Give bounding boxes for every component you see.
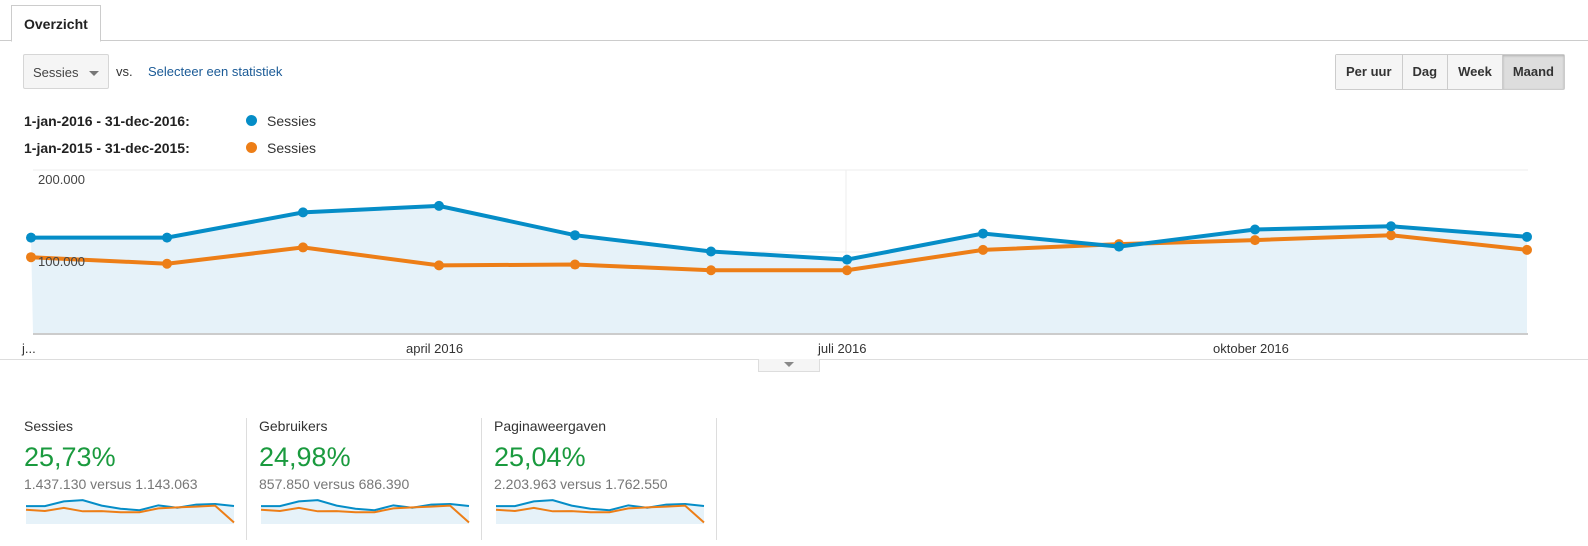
dag-button[interactable]: Dag: [1401, 55, 1448, 89]
data-point[interactable]: [298, 207, 308, 218]
vs-label: vs.: [116, 64, 133, 79]
maand-button[interactable]: Maand: [1501, 55, 1564, 89]
data-point[interactable]: [842, 254, 852, 265]
sparkline: [25, 499, 235, 524]
sparkline-series: [260, 504, 470, 524]
week-button[interactable]: Week: [1447, 55, 1502, 89]
divider: [819, 359, 1588, 360]
scorecard-compare: 1.437.130 versus 1.143.063: [24, 476, 198, 492]
scorecard-percent: 25,73%: [24, 442, 116, 472]
series-line: [31, 203, 1528, 262]
sessions-chart: 200.000 100.000 j... april 2016 juli 201…: [21, 169, 1532, 356]
scorecard-title: Gebruikers: [259, 418, 328, 434]
sparkline-series: [26, 499, 235, 512]
legend-label-2015: Sessies: [267, 140, 317, 156]
metric-select-value: Sessies: [33, 65, 79, 80]
data-point[interactable]: [706, 265, 716, 276]
x-tick-juli: juli 2016: [817, 341, 866, 356]
scorecard-percent: 25,04%: [494, 442, 586, 472]
data-point[interactable]: [162, 232, 172, 243]
scorecard-compare: 2.203.963 versus 1.762.550: [494, 476, 668, 492]
data-point[interactable]: [1522, 244, 1532, 255]
legend-range-2016: 1-jan-2016 - 31-dec-2016:: [24, 113, 190, 129]
data-point[interactable]: [26, 232, 36, 243]
data-point[interactable]: [978, 244, 988, 255]
data-point[interactable]: [162, 258, 172, 269]
divider: [481, 418, 482, 540]
chevron-down-icon: [784, 362, 794, 367]
data-point[interactable]: [978, 228, 988, 239]
sparkline: [260, 499, 470, 524]
scorecard-title: Sessies: [24, 418, 74, 434]
scorecard-gebruikers[interactable]: Gebruikers 24,98% 857.850 versus 686.390: [259, 418, 484, 538]
data-point[interactable]: [1386, 230, 1396, 241]
data-point[interactable]: [1522, 231, 1532, 242]
data-point[interactable]: [434, 260, 444, 271]
legend-label-2016: Sessies: [267, 113, 317, 129]
sparkline-series: [496, 499, 705, 512]
sparkline-series: [261, 499, 470, 512]
per-uur-button[interactable]: Per uur: [1336, 55, 1402, 89]
divider: [246, 418, 247, 540]
data-point[interactable]: [1386, 221, 1396, 232]
scorecard-sessies[interactable]: Sessies 25,73% 1.437.130 versus 1.143.063: [24, 418, 249, 538]
legend-dot-blue: [246, 115, 257, 126]
data-point[interactable]: [1250, 224, 1260, 235]
data-point[interactable]: [842, 265, 852, 276]
chevron-down-icon: [89, 71, 99, 76]
series-line: [30, 233, 1528, 273]
legend-range-2015: 1-jan-2015 - 31-dec-2015:: [24, 140, 190, 156]
data-point[interactable]: [706, 246, 716, 257]
data-point[interactable]: [1250, 235, 1260, 246]
data-point[interactable]: [434, 200, 444, 211]
data-point[interactable]: [570, 230, 580, 241]
granularity-buttons: Per uur Dag Week Maand: [1335, 54, 1565, 90]
metric-select[interactable]: Sessies: [23, 54, 109, 89]
tab-bar: Overzicht: [0, 0, 1588, 42]
divider: [716, 418, 717, 540]
sparkline: [495, 499, 705, 524]
data-point[interactable]: [26, 252, 36, 263]
tab-overzicht[interactable]: Overzicht: [11, 5, 101, 42]
sparkline-series: [25, 504, 235, 524]
select-metric-link[interactable]: Selecteer een statistiek: [148, 64, 283, 79]
scorecard-paginaweergaven[interactable]: Paginaweergaven 25,04% 2.203.963 versus 1.…: [494, 418, 719, 538]
legend-dot-orange: [246, 142, 257, 153]
x-tick-april: april 2016: [406, 341, 463, 356]
chart-collapse-toggle[interactable]: [758, 359, 820, 372]
scorecard-compare: 857.850 versus 686.390: [259, 476, 410, 492]
x-tick-jan: j...: [21, 341, 36, 356]
divider: [0, 359, 758, 360]
data-point[interactable]: [298, 242, 308, 253]
x-tick-oktober: oktober 2016: [1213, 341, 1289, 356]
scorecard-title: Paginaweergaven: [494, 418, 607, 434]
scorecard-percent: 24,98%: [259, 442, 351, 472]
data-point[interactable]: [570, 259, 580, 270]
y-tick-100000: 100.000: [38, 254, 85, 269]
sparkline-series: [495, 504, 705, 524]
data-point[interactable]: [1114, 241, 1124, 252]
y-tick-200000: 200.000: [38, 172, 85, 187]
